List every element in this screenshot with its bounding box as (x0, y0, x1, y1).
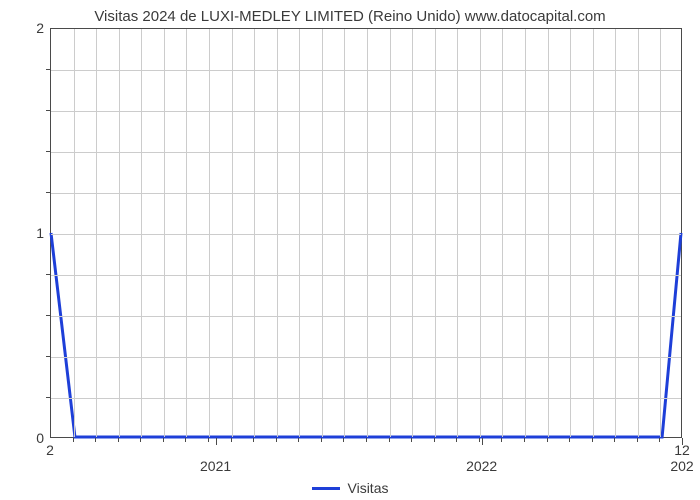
y-tick-label: 0 (36, 430, 44, 446)
chart-title: Visitas 2024 de LUXI-MEDLEY LIMITED (Rei… (0, 8, 700, 25)
grid-line-v (638, 29, 639, 437)
y-minor-tick (46, 356, 50, 357)
x-minor-tick (411, 438, 412, 442)
grid-line-v (344, 29, 345, 437)
grid-line-v (277, 29, 278, 437)
x-minor-tick (479, 438, 480, 442)
x-minor-tick (637, 438, 638, 442)
grid-line-v (254, 29, 255, 437)
x-major-tick (216, 438, 217, 445)
x-minor-tick (253, 438, 254, 442)
grid-line-v (548, 29, 549, 437)
x-left-edge-label: 2 (46, 442, 54, 458)
grid-line-v (390, 29, 391, 437)
grid-line-v (570, 29, 571, 437)
x-minor-tick (434, 438, 435, 442)
x-minor-tick (163, 438, 164, 442)
y-minor-tick (46, 315, 50, 316)
legend-swatch (312, 487, 340, 490)
x-minor-tick (140, 438, 141, 442)
grid-line-v (119, 29, 120, 437)
x-minor-tick (389, 438, 390, 442)
x-minor-tick (614, 438, 615, 442)
grid-line-v (412, 29, 413, 437)
grid-line-v (525, 29, 526, 437)
x-minor-tick (95, 438, 96, 442)
x-major-label: 202 (670, 458, 693, 474)
plot-area (50, 28, 682, 438)
x-minor-tick (73, 438, 74, 442)
y-minor-tick (46, 397, 50, 398)
x-minor-tick (298, 438, 299, 442)
grid-line-v (164, 29, 165, 437)
grid-line-v (322, 29, 323, 437)
grid-line-v (232, 29, 233, 437)
x-minor-tick (208, 438, 209, 442)
grid-line-v (480, 29, 481, 437)
grid-line-v (660, 29, 661, 437)
grid-line-h (51, 193, 681, 194)
x-minor-tick (366, 438, 367, 442)
x-minor-tick (321, 438, 322, 442)
x-minor-tick (231, 438, 232, 442)
x-major-label: 2021 (200, 458, 231, 474)
y-minor-tick (46, 110, 50, 111)
y-minor-tick (46, 69, 50, 70)
x-major-tick (482, 438, 483, 445)
grid-line-h (51, 111, 681, 112)
x-minor-tick (456, 438, 457, 442)
grid-line-h (51, 398, 681, 399)
grid-line-v (615, 29, 616, 437)
y-minor-tick (46, 192, 50, 193)
grid-line-v (457, 29, 458, 437)
grid-line-h (51, 152, 681, 153)
grid-line-v (209, 29, 210, 437)
grid-line-h (51, 316, 681, 317)
data-line (51, 29, 681, 437)
x-minor-tick (524, 438, 525, 442)
x-minor-tick (276, 438, 277, 442)
grid-line-v (593, 29, 594, 437)
y-minor-tick (46, 274, 50, 275)
x-minor-tick (343, 438, 344, 442)
grid-line-h (51, 357, 681, 358)
grid-line-v (74, 29, 75, 437)
x-major-label: 2022 (466, 458, 497, 474)
grid-line-h (51, 275, 681, 276)
x-minor-tick (185, 438, 186, 442)
grid-line-v (186, 29, 187, 437)
grid-line-v (435, 29, 436, 437)
grid-line-v (299, 29, 300, 437)
x-minor-tick (547, 438, 548, 442)
legend: Visitas (0, 480, 700, 496)
x-major-tick (682, 438, 683, 445)
y-tick-label: 2 (36, 20, 44, 36)
x-minor-tick (659, 438, 660, 442)
grid-line-h (51, 70, 681, 71)
grid-line-v (502, 29, 503, 437)
grid-line-v (141, 29, 142, 437)
grid-line-v (96, 29, 97, 437)
x-minor-tick (592, 438, 593, 442)
grid-line-v (367, 29, 368, 437)
x-minor-tick (569, 438, 570, 442)
grid-line-h (51, 234, 681, 235)
y-tick-label: 1 (36, 225, 44, 241)
x-minor-tick (118, 438, 119, 442)
y-minor-tick (46, 151, 50, 152)
x-minor-tick (501, 438, 502, 442)
legend-label: Visitas (348, 480, 389, 496)
